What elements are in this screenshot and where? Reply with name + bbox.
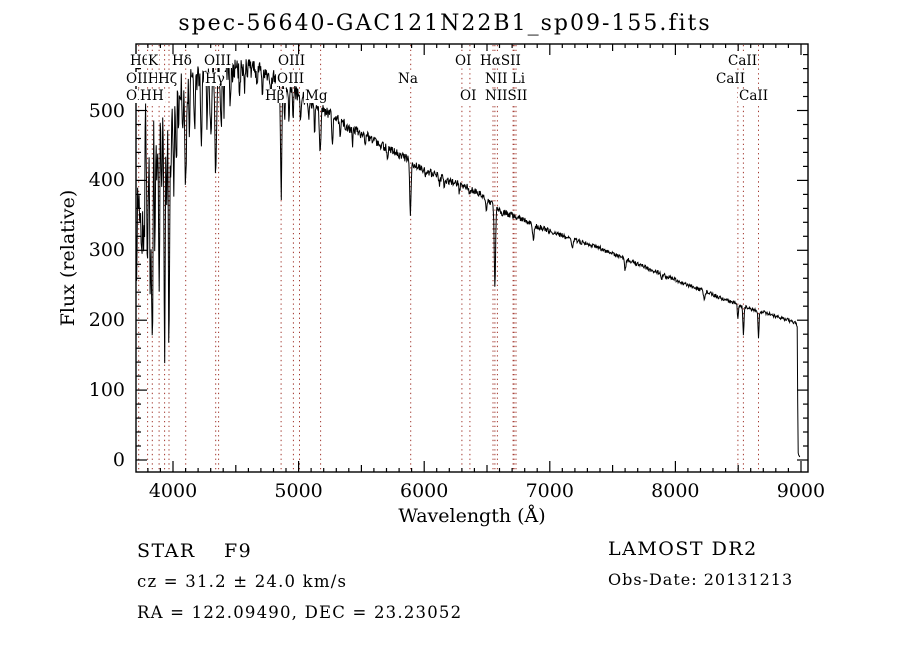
- plot-title: spec-56640-GAC121N22B1_sp09-155.fits: [178, 11, 712, 36]
- x-tick-label: 4000: [148, 480, 198, 502]
- y-tick-label: 100: [88, 379, 125, 402]
- y-axis-title: Flux (relative): [57, 189, 79, 327]
- spectral-line-label: NII Li: [484, 70, 527, 87]
- spectral-line-label: K: [147, 53, 160, 69]
- cz-value: cz = 31.2 ± 24.0 km/s: [137, 572, 348, 591]
- y-tick-label: 200: [88, 309, 125, 332]
- spectral-line-label: CaII: [727, 53, 759, 69]
- axis-ticks: [136, 44, 808, 472]
- spectral-line-label: H: [151, 88, 165, 104]
- x-tick-label: 8000: [651, 480, 700, 502]
- y-tick-label: 300: [88, 239, 125, 262]
- y-tick-label: 500: [88, 99, 125, 122]
- object-class: STAR: [137, 540, 196, 562]
- y-tick-label: 400: [88, 169, 125, 192]
- y-tick-label: 0: [112, 449, 125, 471]
- spectral-line-label: Hβ: [264, 88, 286, 104]
- x-axis-title: Wavelength (Å): [398, 505, 546, 527]
- spectral-line-label: OIII: [277, 53, 307, 69]
- spectral-line-label: NIISII: [484, 88, 529, 104]
- survey-release: LAMOST DR2: [608, 538, 758, 560]
- spectrum-line: [135, 59, 801, 458]
- x-axis-tick-labels: 4000 5000 6000 7000 8000 9000: [0, 479, 900, 505]
- y-axis-tick-labels: 0 100 200 300 400 500: [59, 0, 125, 650]
- spectral-line-label: HαSII: [479, 53, 522, 69]
- spectral-line-label: OI: [459, 88, 478, 104]
- spectral-line-label: OIII: [276, 70, 306, 87]
- spectral-line-label: CaII: [715, 70, 747, 87]
- spectral-line-label: OI: [454, 53, 473, 69]
- spectral-line-label: Na: [397, 70, 419, 87]
- x-tick-label: 9000: [776, 480, 826, 502]
- object-subclass: F9: [224, 540, 253, 562]
- plot-border: [135, 43, 809, 473]
- spectral-line-label: CaII: [738, 88, 770, 104]
- spectral-line-label: Mg: [304, 88, 329, 104]
- spectral-line-label: Hθ: [129, 53, 151, 69]
- spectral-line-label: Hδ: [171, 53, 193, 69]
- spectral-line-label: Hζ: [157, 70, 179, 87]
- spectral-line-label: OIII: [203, 53, 233, 69]
- x-tick-label: 6000: [399, 480, 449, 502]
- obs-date: Obs-Date: 20131213: [608, 570, 794, 589]
- x-tick-label: 7000: [525, 480, 574, 502]
- x-tick-label: 5000: [274, 480, 323, 502]
- spectral-line-label: Hγ: [204, 70, 226, 87]
- ra-dec: RA = 122.09490, DEC = 23.23052: [137, 603, 463, 622]
